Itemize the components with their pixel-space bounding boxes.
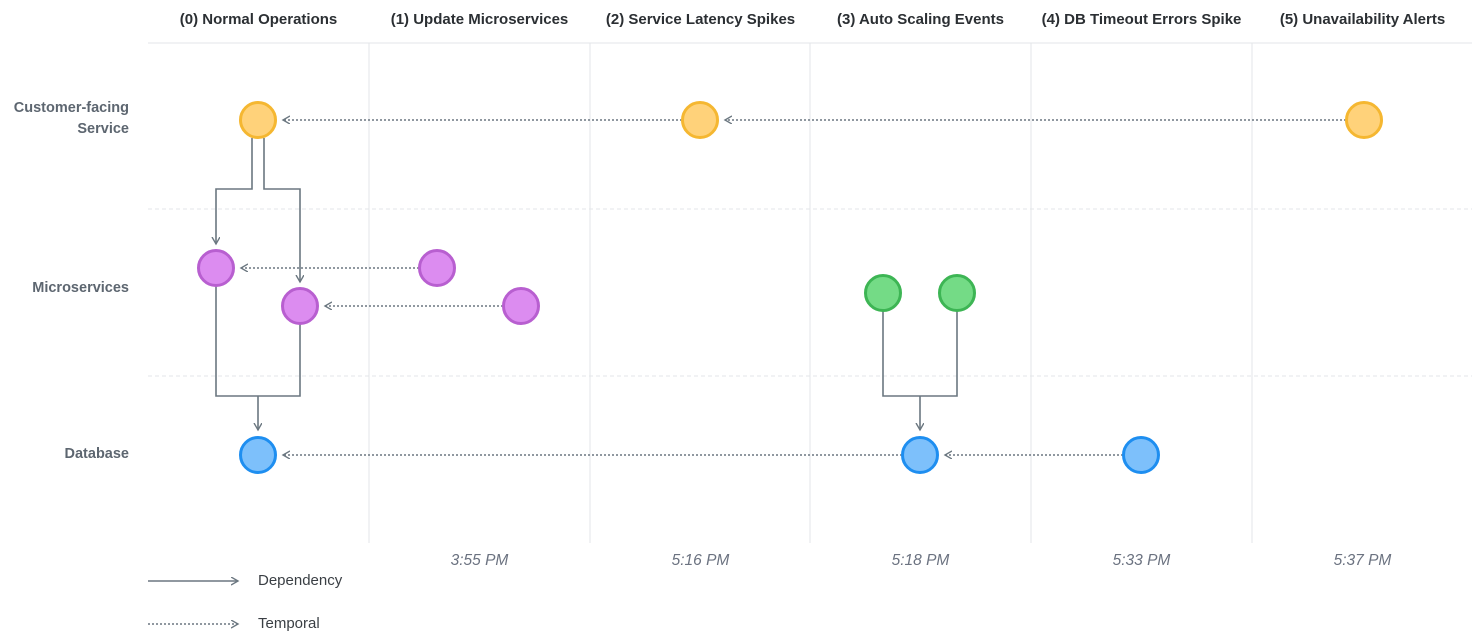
- column-header: (3) Auto Scaling Events: [837, 11, 1004, 28]
- legend-label: Dependency: [258, 572, 343, 589]
- row-label: Microservices: [32, 280, 129, 296]
- legend-symbols: [148, 581, 238, 624]
- row-label: Customer-facing Service: [13, 100, 129, 137]
- legend-label: Temporal: [258, 615, 320, 632]
- time-label: 5:18 PM: [891, 552, 950, 569]
- column-header: (0) Normal Operations: [179, 11, 338, 28]
- time-label: 5:33 PM: [1112, 552, 1171, 569]
- column-header: (5) Unavailability Alerts: [1279, 11, 1446, 28]
- dependency-edges: [216, 138, 958, 430]
- time-label: 5:16 PM: [671, 552, 730, 569]
- time-label: 5:37 PM: [1333, 552, 1392, 569]
- row-label: Database: [64, 446, 129, 462]
- grid: [148, 42, 1472, 543]
- nodes: [197, 101, 1383, 474]
- column-header: (4) DB Timeout Errors Spike: [1041, 11, 1242, 28]
- column-header: (2) Service Latency Spikes: [605, 11, 796, 28]
- temporal-edges: [241, 120, 1346, 455]
- column-header: (1) Update Microservices: [390, 11, 569, 28]
- time-label: 3:55 PM: [450, 552, 509, 569]
